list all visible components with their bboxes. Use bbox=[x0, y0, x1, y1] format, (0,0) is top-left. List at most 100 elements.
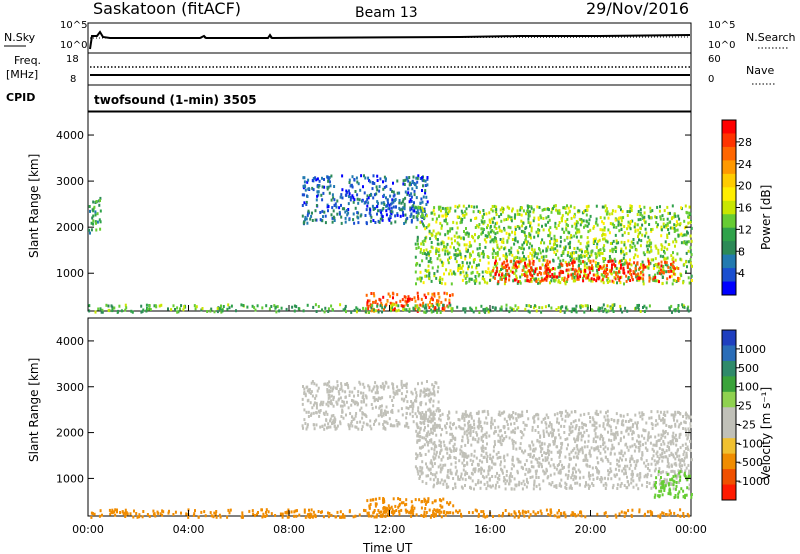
data-cell bbox=[479, 421, 482, 425]
data-cell bbox=[528, 260, 531, 264]
data-cell bbox=[408, 193, 411, 197]
data-cell bbox=[599, 216, 602, 220]
data-cell bbox=[379, 405, 382, 408]
data-cell bbox=[404, 503, 406, 507]
data-cell bbox=[464, 232, 467, 236]
data-cell bbox=[548, 424, 550, 428]
data-cell bbox=[405, 302, 408, 306]
data-cell bbox=[454, 209, 457, 213]
data-cell bbox=[618, 261, 621, 265]
data-cell bbox=[460, 266, 463, 270]
data-cell bbox=[565, 487, 568, 490]
data-cell bbox=[565, 268, 568, 272]
velocity-data-layer bbox=[90, 379, 693, 519]
data-cell bbox=[604, 204, 607, 208]
data-cell bbox=[432, 410, 435, 414]
data-cell bbox=[549, 274, 552, 278]
data-cell bbox=[577, 228, 580, 232]
data-cell bbox=[690, 239, 693, 243]
data-cell bbox=[413, 193, 416, 197]
data-cell bbox=[574, 481, 577, 485]
data-cell bbox=[627, 224, 630, 228]
data-cell bbox=[499, 238, 502, 241]
data-cell bbox=[611, 486, 614, 490]
data-cell bbox=[660, 418, 662, 422]
data-cell bbox=[674, 267, 677, 271]
data-cell bbox=[579, 476, 582, 480]
data-cell bbox=[663, 246, 666, 250]
data-cell bbox=[479, 210, 481, 214]
data-cell bbox=[565, 262, 568, 266]
data-cell bbox=[540, 420, 543, 424]
data-cell bbox=[512, 416, 515, 420]
data-cell bbox=[535, 413, 537, 417]
data-cell bbox=[397, 505, 400, 509]
data-cell bbox=[474, 275, 477, 278]
data-cell bbox=[436, 478, 439, 482]
data-cell bbox=[357, 182, 360, 186]
data-cell bbox=[567, 212, 569, 216]
data-cell bbox=[448, 272, 451, 276]
data-cell bbox=[563, 230, 566, 234]
data-cell bbox=[439, 414, 442, 418]
data-cell bbox=[345, 209, 348, 212]
data-cell bbox=[461, 416, 464, 420]
data-cell bbox=[334, 420, 336, 424]
data-cell bbox=[430, 447, 433, 451]
data-cell bbox=[678, 217, 681, 221]
data-cell bbox=[571, 448, 574, 452]
data-cell bbox=[630, 263, 633, 267]
data-cell bbox=[626, 445, 629, 449]
data-cell bbox=[662, 222, 665, 226]
data-cell bbox=[627, 448, 630, 452]
data-cell bbox=[315, 406, 318, 410]
data-cell bbox=[505, 231, 508, 235]
data-cell bbox=[428, 398, 431, 402]
data-cell bbox=[637, 307, 640, 311]
data-cell bbox=[413, 189, 416, 193]
data-cell bbox=[94, 213, 97, 217]
data-cell bbox=[428, 439, 431, 443]
data-cell bbox=[662, 271, 665, 275]
data-cell bbox=[605, 212, 608, 216]
data-cell bbox=[488, 232, 490, 236]
data-cell bbox=[672, 413, 675, 417]
data-cell bbox=[531, 440, 534, 444]
data-cell bbox=[602, 222, 605, 225]
data-cell bbox=[643, 475, 646, 479]
data-cell bbox=[367, 201, 370, 205]
colorbar-tick-label: 4 bbox=[738, 267, 745, 280]
data-cell bbox=[472, 419, 475, 423]
data-cell bbox=[641, 214, 644, 218]
data-cell bbox=[393, 193, 396, 197]
data-cell bbox=[585, 205, 588, 209]
data-cell bbox=[481, 251, 484, 255]
data-cell bbox=[345, 310, 347, 314]
data-cell bbox=[424, 438, 427, 441]
data-cell bbox=[632, 270, 635, 274]
data-cell bbox=[354, 414, 357, 418]
data-cell bbox=[542, 228, 545, 232]
data-cell bbox=[615, 473, 618, 477]
data-cell bbox=[603, 205, 605, 209]
data-cell bbox=[609, 425, 612, 429]
data-cell bbox=[339, 303, 342, 307]
data-cell bbox=[654, 423, 657, 427]
data-cell bbox=[470, 486, 473, 490]
data-cell bbox=[623, 241, 626, 244]
data-cell bbox=[688, 281, 691, 285]
data-cell bbox=[371, 406, 374, 410]
data-cell bbox=[402, 399, 405, 403]
data-cell bbox=[145, 303, 148, 307]
data-cell bbox=[431, 418, 434, 422]
data-cell bbox=[443, 219, 446, 223]
data-cell bbox=[601, 459, 604, 463]
data-cell bbox=[554, 225, 557, 229]
data-cell bbox=[496, 456, 499, 460]
data-cell bbox=[464, 210, 467, 214]
data-cell bbox=[514, 236, 517, 240]
data-cell bbox=[480, 468, 483, 472]
data-cell bbox=[670, 304, 673, 308]
data-cell bbox=[339, 195, 342, 199]
data-cell bbox=[528, 310, 531, 314]
